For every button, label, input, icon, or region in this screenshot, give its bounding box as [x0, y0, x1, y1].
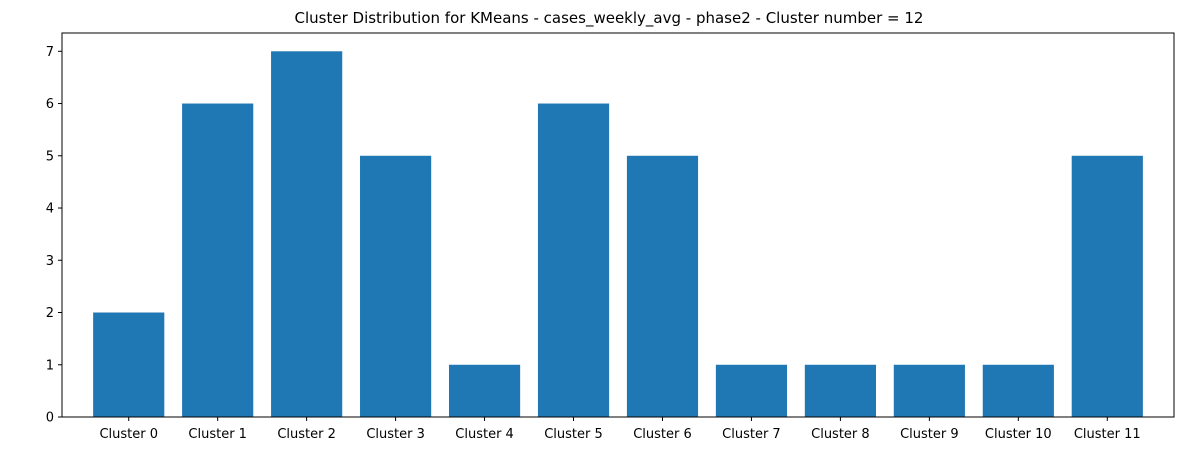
bar-cluster-7 [715, 364, 788, 417]
y-tick-label: 2 [46, 306, 54, 321]
y-axis: 0 1 2 3 4 5 6 7 [46, 45, 62, 426]
x-axis: Cluster 0 Cluster 1 Cluster 2 Cluster 3 Clus… [99, 417, 1141, 442]
bar-cluster-2 [271, 51, 343, 417]
bar-cluster-3 [360, 155, 432, 417]
x-tick-label: Cluster 9 [900, 427, 959, 442]
y-tick-label: 3 [46, 254, 54, 269]
x-tick-label: Cluster 11 [1074, 427, 1141, 442]
x-tick-label: Cluster 4 [455, 427, 514, 442]
bars-group [93, 51, 1143, 417]
y-tick-label: 7 [46, 45, 54, 60]
y-tick-label: 4 [46, 202, 54, 217]
y-tick-label: 0 [46, 411, 54, 426]
bar-cluster-11 [1071, 155, 1143, 417]
x-tick-label: Cluster 1 [188, 427, 247, 442]
y-tick-label: 5 [46, 149, 54, 164]
x-tick-label: Cluster 6 [633, 427, 692, 442]
bar-cluster-6 [626, 155, 699, 417]
bar-cluster-0 [93, 312, 165, 417]
bar-cluster-9 [893, 364, 965, 417]
bar-cluster-8 [804, 364, 876, 417]
chart-title: Cluster Distribution for KMeans - cases_… [295, 9, 924, 28]
x-tick-label: Cluster 10 [985, 427, 1052, 442]
x-tick-label: Cluster 2 [277, 427, 336, 442]
y-tick-label: 1 [46, 358, 54, 373]
y-tick-label: 6 [46, 97, 54, 112]
x-tick-label: Cluster 0 [99, 427, 158, 442]
x-tick-label: Cluster 8 [811, 427, 870, 442]
bar-cluster-10 [982, 364, 1054, 417]
x-tick-label: Cluster 3 [366, 427, 425, 442]
x-tick-label: Cluster 7 [722, 427, 781, 442]
bar-cluster-1 [182, 103, 254, 417]
x-tick-label: Cluster 5 [544, 427, 603, 442]
bar-cluster-5 [537, 103, 610, 417]
plot-frame [61, 32, 1175, 418]
bar-cluster-4 [448, 364, 521, 417]
